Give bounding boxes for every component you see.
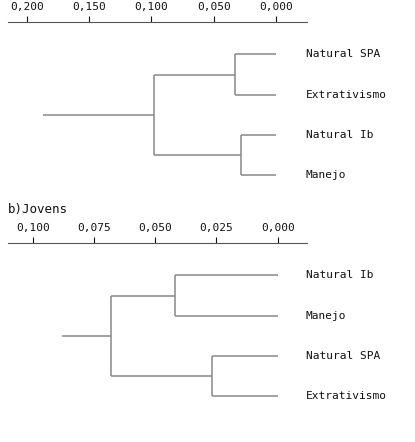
Text: Manejo: Manejo — [306, 311, 346, 321]
Text: Extrativismo: Extrativismo — [306, 392, 387, 401]
Text: Manejo: Manejo — [306, 171, 346, 180]
Text: Extrativismo: Extrativismo — [306, 90, 387, 100]
Text: Natural SPA: Natural SPA — [306, 50, 380, 59]
Text: b)Jovens: b)Jovens — [8, 202, 68, 216]
Text: Natural Ib: Natural Ib — [306, 130, 373, 140]
Text: Natural SPA: Natural SPA — [306, 351, 380, 361]
Text: Natural Ib: Natural Ib — [306, 271, 373, 280]
